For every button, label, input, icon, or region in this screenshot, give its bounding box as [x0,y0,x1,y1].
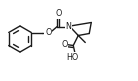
Text: O: O [61,40,67,49]
Text: HO: HO [66,53,78,62]
Text: O: O [55,9,61,18]
Text: N: N [65,22,71,31]
Text: O: O [45,28,51,37]
